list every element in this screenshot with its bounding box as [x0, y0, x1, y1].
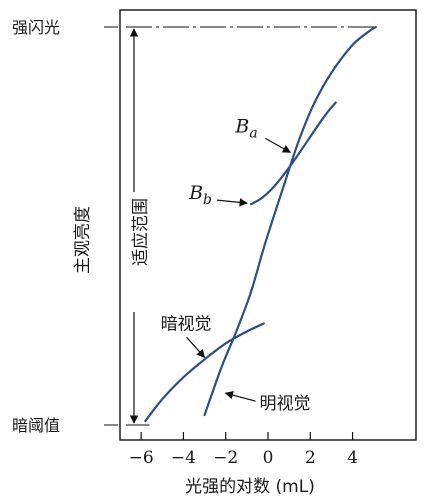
x-tick-label-3: 0 [263, 448, 274, 468]
series-line-photopic [203, 25, 377, 417]
x-tick-label-5: 4 [347, 448, 358, 468]
annotation-bb: Bb [188, 182, 212, 208]
y-level-label-0: 强闪光 [12, 18, 60, 37]
series-line-scotopic [144, 322, 265, 423]
ba-arrow [265, 137, 292, 153]
y-axis-label: 主观亮度 [73, 206, 93, 274]
x-tick-label-0: −6 [129, 448, 154, 468]
annotation-ba: Ba [234, 115, 257, 141]
x-tick-label-2: −2 [213, 448, 238, 468]
scotopic-arrow [186, 336, 206, 358]
x-axis-label: 光强的对数 (mL) [185, 477, 315, 497]
adaptation-range-label: 适应范围 [131, 198, 151, 266]
y-level-label-1: 暗阈值 [12, 416, 60, 435]
photopic-arrow [224, 391, 256, 402]
bb-arrow [217, 198, 248, 207]
series-line-ba-bb [249, 101, 337, 206]
x-tick-label-4: 2 [305, 448, 316, 468]
x-tick-label-1: −4 [171, 448, 196, 468]
plot-frame [119, 9, 417, 441]
annotation-scotopic: 暗视觉 [161, 314, 212, 334]
annotation-photopic: 明视觉 [259, 394, 310, 414]
